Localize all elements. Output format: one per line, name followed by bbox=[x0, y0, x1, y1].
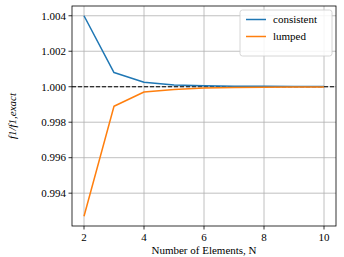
grid-line bbox=[72, 157, 336, 158]
tick-label: 0.994 bbox=[41, 187, 66, 199]
tick-label: 1.002 bbox=[41, 45, 66, 57]
legend-label: lumped bbox=[273, 30, 306, 42]
tick-mark bbox=[69, 193, 73, 194]
tick-label: 8 bbox=[261, 231, 267, 243]
y-axis-label: f1/f1,exact bbox=[6, 92, 18, 139]
grid-line bbox=[72, 122, 336, 123]
grid-line bbox=[72, 193, 336, 194]
legend-swatch bbox=[246, 19, 266, 21]
tick-label: 6 bbox=[201, 231, 207, 243]
tick-label: 2 bbox=[81, 231, 87, 243]
tick-label: 4 bbox=[141, 231, 147, 243]
legend-box bbox=[240, 10, 332, 56]
legend: consistent lumped bbox=[240, 10, 332, 56]
plot-frame bbox=[72, 6, 336, 226]
tick-mark bbox=[144, 226, 145, 230]
legend-label: consistent bbox=[273, 13, 317, 25]
tick-mark bbox=[69, 157, 73, 158]
tick-mark bbox=[84, 226, 85, 230]
tick-label: 0.996 bbox=[41, 151, 66, 163]
tick-mark bbox=[69, 122, 73, 123]
chart-container: 2 4 6 8 10 0.994 0.996 0.998 1.000 1.002 1.004 Numb… bbox=[0, 0, 344, 257]
tick-mark bbox=[69, 51, 73, 52]
tick-label: 1.004 bbox=[41, 10, 66, 22]
tick-mark bbox=[69, 86, 73, 87]
tick-mark bbox=[264, 226, 265, 230]
x-axis-label: Number of Elements, N bbox=[151, 244, 256, 256]
tick-mark bbox=[69, 15, 73, 16]
tick-label: 10 bbox=[319, 231, 331, 243]
grid bbox=[72, 6, 336, 226]
chart-svg: 2 4 6 8 10 0.994 0.996 0.998 1.000 1.002 1.004 Numb… bbox=[0, 0, 344, 257]
tick-mark bbox=[204, 226, 205, 230]
tick-label: 0.998 bbox=[41, 116, 66, 128]
tick-label: 1.000 bbox=[41, 81, 66, 93]
tick-mark bbox=[324, 226, 325, 230]
legend-swatch bbox=[246, 36, 266, 38]
series-line bbox=[84, 87, 324, 216]
